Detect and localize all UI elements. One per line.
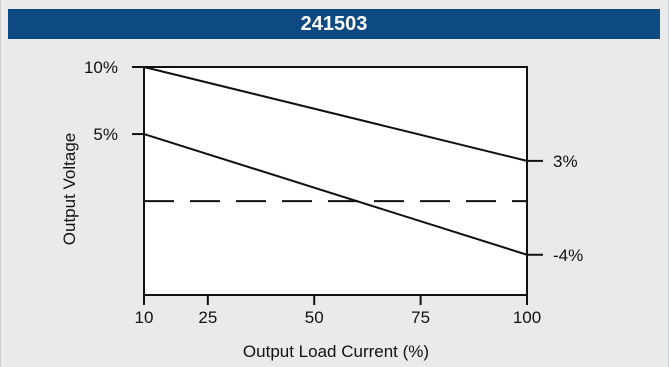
x-tick-label-3: 75 [411,308,430,327]
x-tick-label-1: 25 [198,308,217,327]
x-axis-label: Output Load Current (%) [243,342,429,361]
end-label-0: 3% [553,152,578,171]
series-line-0 [143,66,528,162]
y-tick-label-1: 5% [93,125,118,144]
series-line-1 [143,133,528,256]
y-axis-label: Output Voltage [60,133,79,245]
plot-area [143,66,528,296]
y-tick-label-0: 10% [84,58,118,77]
chart-title-bar: 241503 [8,9,660,39]
x-tick-label-0: 10 [135,308,154,327]
x-tick-label-2: 50 [305,308,324,327]
x-tick-label-4: 100 [513,308,541,327]
end-label-1: -4% [553,246,583,265]
